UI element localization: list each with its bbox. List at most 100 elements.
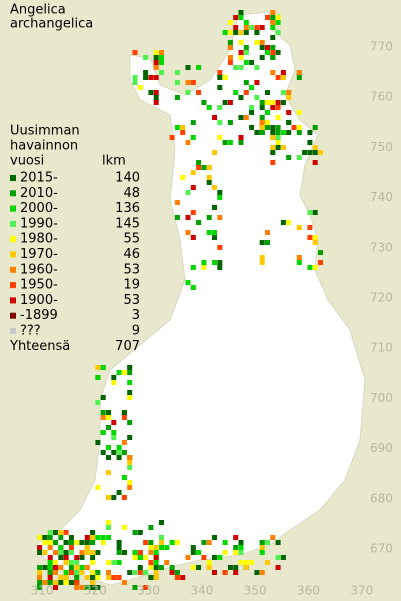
square [53, 550, 58, 555]
square [286, 95, 292, 100]
square [169, 570, 175, 575]
square [159, 520, 164, 525]
square [79, 585, 85, 590]
square [100, 535, 106, 540]
square [116, 490, 122, 495]
square [174, 80, 180, 85]
square [84, 540, 90, 545]
square [318, 260, 323, 265]
square [286, 220, 292, 225]
square [265, 90, 270, 95]
square [275, 130, 281, 135]
square [233, 570, 239, 575]
square [153, 555, 159, 560]
square [127, 370, 133, 375]
square [159, 70, 164, 75]
square [243, 25, 249, 30]
legend-count: 46 [123, 247, 140, 262]
square [296, 70, 302, 75]
square [265, 50, 270, 55]
square [212, 235, 217, 240]
square [249, 125, 255, 130]
square [74, 570, 80, 575]
square [217, 265, 223, 270]
square [265, 540, 270, 545]
square [270, 50, 276, 55]
square [127, 435, 133, 440]
square [270, 10, 276, 15]
square [100, 395, 106, 400]
square [121, 415, 127, 420]
square [121, 495, 127, 500]
square [249, 25, 255, 30]
legend-label: 1980- [20, 232, 58, 247]
square [312, 145, 318, 150]
square [296, 130, 302, 135]
square [42, 550, 48, 555]
square [217, 195, 223, 200]
square [259, 240, 265, 245]
square [74, 580, 80, 585]
square [159, 50, 164, 55]
square [212, 535, 217, 540]
square [63, 530, 69, 535]
square [185, 140, 191, 145]
square [233, 550, 239, 555]
square [302, 150, 308, 155]
square [259, 105, 265, 110]
square [90, 570, 96, 575]
square [90, 535, 96, 540]
square [233, 90, 239, 95]
square [201, 540, 207, 545]
square [111, 435, 117, 440]
legend-count: 145 [115, 216, 140, 231]
square [312, 240, 318, 245]
x-label: 340 [190, 584, 213, 598]
square [106, 495, 111, 500]
square [196, 65, 202, 70]
legend-count: 136 [115, 201, 140, 216]
square [265, 100, 270, 105]
square [148, 550, 154, 555]
square [312, 210, 318, 215]
observation-squares [37, 10, 323, 590]
square [222, 30, 228, 35]
y-label: 700 [370, 391, 393, 405]
square [270, 160, 276, 165]
square [116, 445, 122, 450]
square [116, 545, 122, 550]
square [270, 25, 276, 30]
square [227, 565, 233, 570]
square [95, 440, 101, 445]
square [312, 125, 318, 130]
square [153, 560, 159, 565]
square [148, 560, 154, 565]
square [148, 540, 154, 545]
square [270, 135, 276, 140]
square [100, 450, 106, 455]
square [74, 565, 80, 570]
square [185, 190, 191, 195]
square [95, 485, 101, 490]
square [116, 550, 122, 555]
square [201, 165, 207, 170]
square [254, 40, 260, 45]
square [233, 535, 239, 540]
square [185, 80, 191, 85]
square [42, 540, 48, 545]
square [296, 155, 302, 160]
square [42, 535, 48, 540]
square [238, 115, 244, 120]
legend-swatch [10, 236, 16, 243]
square [111, 560, 117, 565]
square [47, 535, 53, 540]
square [174, 125, 180, 130]
square [68, 570, 74, 575]
square [37, 550, 43, 555]
square [259, 260, 265, 265]
square [137, 550, 143, 555]
square [37, 570, 43, 575]
square [233, 565, 239, 570]
square [238, 540, 244, 545]
square [265, 560, 270, 565]
